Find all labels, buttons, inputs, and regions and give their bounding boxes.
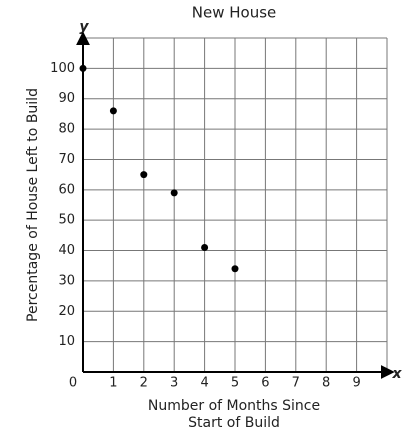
y-tick-label: 40 — [58, 243, 75, 258]
x-tick-label: 1 — [109, 376, 117, 391]
data-point — [79, 64, 87, 72]
y-tick-label: 20 — [58, 304, 75, 319]
y-tick-label: 70 — [58, 152, 75, 167]
x-tick-label: 5 — [231, 376, 239, 391]
x-tick-label: 7 — [292, 376, 300, 391]
y-tick-label: 90 — [58, 91, 75, 106]
y-tick-label: 50 — [58, 213, 75, 228]
x-tick-label: 8 — [322, 376, 330, 391]
y-axis-symbol: y — [79, 19, 89, 35]
data-point — [201, 244, 209, 252]
x-tick-label: 9 — [352, 376, 360, 391]
data-point — [170, 189, 178, 197]
x-axis-label: Start of Build — [188, 415, 280, 431]
y-tick-label: 10 — [58, 334, 75, 349]
y-axis-label: Percentage of House Left to Build — [25, 88, 41, 322]
x-axis-label: Number of Months Since — [148, 398, 320, 414]
data-point — [140, 171, 148, 179]
x-tick-label: 4 — [200, 376, 208, 391]
chart-title: New House — [192, 4, 277, 22]
x-tick-label: 0 — [69, 376, 77, 391]
x-tick-label: 3 — [170, 376, 178, 391]
data-point — [109, 107, 117, 115]
y-tick-label: 80 — [58, 122, 75, 137]
y-tick-label: 30 — [58, 273, 75, 288]
x-axis-symbol: x — [391, 366, 402, 382]
x-tick-label: 2 — [140, 376, 148, 391]
x-tick-label: 6 — [261, 376, 269, 391]
data-point — [231, 265, 239, 273]
y-tick-label: 100 — [50, 61, 75, 76]
y-tick-label: 60 — [58, 182, 75, 197]
